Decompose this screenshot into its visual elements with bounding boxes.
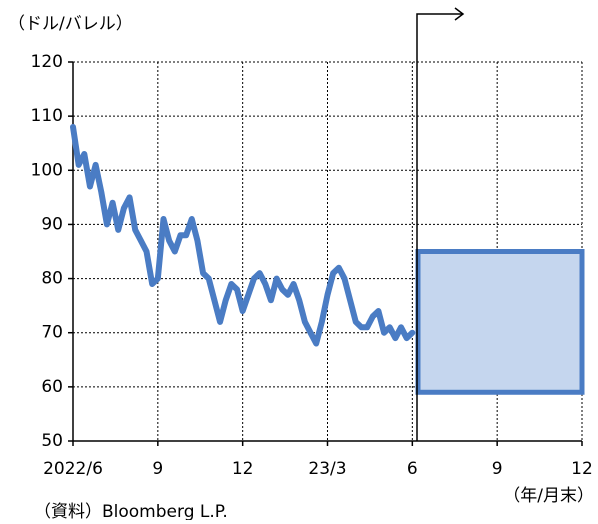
x-tick-label: 2022/6 bbox=[43, 459, 103, 479]
x-axis-label: （年/月末） bbox=[503, 486, 594, 506]
x-tick-label: 12 bbox=[571, 459, 593, 479]
x-tick-label: 6 bbox=[407, 459, 418, 479]
x-tick-label: 9 bbox=[152, 459, 163, 479]
plot-area: 50 60 70 80 90 100 110 120 2022/6 9 12 23/3 6 9 12 bbox=[31, 52, 593, 479]
y-tick-label: 120 bbox=[31, 52, 63, 72]
x-tick-label: 12 bbox=[232, 459, 254, 479]
y-tick-label: 60 bbox=[41, 377, 63, 397]
y-tick-label: 80 bbox=[41, 269, 63, 289]
y-tick-label: 110 bbox=[31, 106, 63, 126]
price-line bbox=[70, 123, 416, 347]
y-tick-label: 90 bbox=[41, 214, 63, 234]
x-tick-label: 9 bbox=[492, 459, 503, 479]
forecast-arrow bbox=[416, 7, 465, 441]
forecast-range bbox=[415, 249, 585, 395]
x-tick-label: 23/3 bbox=[308, 459, 346, 479]
y-tick-label: 100 bbox=[31, 160, 63, 180]
y-axis-label: （ドル/バレル） bbox=[8, 14, 133, 34]
source: （資料）Bloomberg L.P. bbox=[34, 502, 228, 520]
y-tick-label: 70 bbox=[41, 323, 63, 343]
y-tick-label: 50 bbox=[41, 431, 63, 451]
